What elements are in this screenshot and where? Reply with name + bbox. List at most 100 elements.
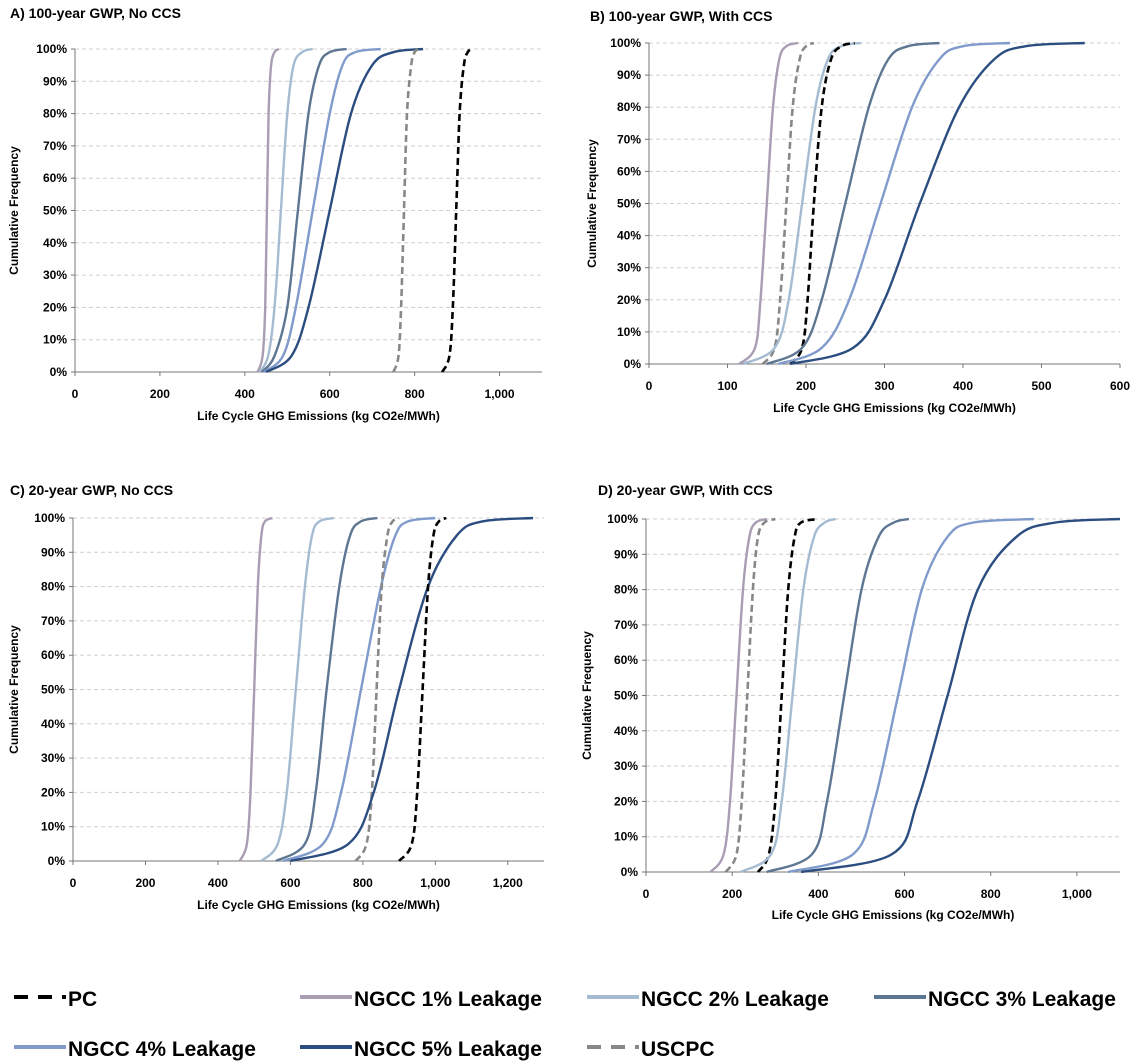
x-tick-label: 400 [235,387,255,401]
x-tick-label: 600 [280,876,300,890]
series-line-n3 [766,517,910,874]
series-line-us [392,47,420,373]
series-line-n4 [778,41,1011,366]
x-tick-label: 0 [70,876,77,890]
series-line-pc [441,47,473,373]
series-line-n1 [738,41,799,365]
y-tick-label: 50% [43,204,67,218]
y-tick-label: 60% [614,653,638,667]
chart-title: B) 100-year GWP, With CCS [590,8,772,24]
x-tick-label: 600 [320,387,340,401]
x-tick-label: 500 [1031,379,1051,393]
legend-label: USCPC [641,1038,715,1061]
y-tick-label: 100% [34,511,65,525]
x-tick-label: 0 [643,887,650,901]
x-tick-label: 200 [150,387,170,401]
y-tick-label: 80% [43,107,67,121]
series-line-pc [756,517,819,873]
series-line-n3 [766,41,940,366]
y-tick-label: 90% [614,547,638,561]
y-tick-label: 70% [41,614,65,628]
y-tick-label: 0% [621,865,639,879]
legend: PC NGCC 1% Leakage NGCC 2% Leakage NGCC 3% … [14,988,1116,1061]
chart-title: C) 20-year GWP, No CCS [10,482,173,498]
legend-item-pc: PC [14,988,97,1011]
series-line-n4 [282,516,436,863]
series-line-us [724,517,776,873]
y-axis-label: Cumulative Frequency [585,139,599,268]
y-tick-label: 10% [41,820,65,834]
y-tick-label: 20% [617,293,641,307]
y-tick-label: 90% [41,545,65,559]
x-tick-label: 400 [808,887,828,901]
legend-item-us: USCPC [587,1038,715,1061]
x-tick-label: 200 [722,887,742,901]
y-tick-label: 80% [617,100,641,114]
y-tick-label: 10% [614,830,638,844]
y-tick-label: 70% [617,132,641,146]
series-line-n3 [275,516,378,863]
series-line-n5 [790,41,1085,366]
y-tick-label: 40% [614,724,638,738]
y-tick-label: 50% [617,197,641,211]
x-tick-label: 800 [405,387,425,401]
y-tick-label: 50% [614,689,638,703]
y-tick-label: 30% [614,759,638,773]
legend-label: NGCC 3% Leakage [928,988,1116,1011]
y-tick-label: 20% [614,794,638,808]
y-tick-label: 0% [624,357,642,371]
y-tick-label: 0% [48,854,66,868]
series-line-n4 [787,517,1034,874]
y-tick-label: 40% [43,236,67,250]
series-line-n3 [260,47,347,373]
series-line-n1 [709,517,768,873]
y-axis-label: Cumulative Frequency [7,625,21,754]
legend-item-n4: NGCC 4% Leakage [14,1038,256,1061]
legend-item-n3: NGCC 3% Leakage [874,988,1116,1011]
legend-label: PC [68,988,97,1011]
series-line-n2 [740,517,836,874]
x-axis-label: Life Cycle GHG Emissions (kg CO2e/MWh) [772,908,1015,922]
y-tick-label: 30% [43,268,67,282]
y-tick-label: 80% [614,583,638,597]
y-tick-label: 90% [43,74,67,88]
legend-item-n1: NGCC 1% Leakage [300,988,542,1011]
y-axis-label: Cumulative Frequency [580,631,594,760]
y-tick-label: 50% [41,683,65,697]
x-tick-label: 1,000 [485,387,515,401]
series-line-us [761,41,815,365]
y-tick-label: 100% [36,42,67,56]
chart-title: A) 100-year GWP, No CCS [10,5,181,21]
series-line-n5 [265,47,424,374]
series-line-pc [789,41,855,365]
x-tick-label: 1,000 [1062,887,1092,901]
y-tick-label: 20% [41,785,65,799]
x-tick-label: 300 [874,379,894,393]
x-tick-label: 200 [796,379,816,393]
x-axis-label: Life Cycle GHG Emissions (kg CO2e/MWh) [197,898,440,912]
legend-label: NGCC 5% Leakage [354,1038,542,1061]
y-tick-label: 70% [614,618,638,632]
y-tick-label: 60% [41,648,65,662]
legend-item-n2: NGCC 2% Leakage [587,988,829,1011]
series-line-n1 [256,47,280,373]
x-tick-label: 200 [135,876,155,890]
x-tick-label: 1,000 [420,876,450,890]
chart-title: D) 20-year GWP, With CCS [598,482,773,498]
y-tick-label: 0% [50,365,68,379]
y-tick-label: 90% [617,68,641,82]
legend-label: NGCC 4% Leakage [68,1038,256,1061]
x-tick-label: 400 [208,876,228,890]
y-tick-label: 60% [617,164,641,178]
series-line-us [354,516,400,862]
x-tick-label: 100 [717,379,737,393]
y-tick-label: 100% [610,36,641,50]
x-axis-label: Life Cycle GHG Emissions (kg CO2e/MWh) [197,409,440,423]
y-tick-label: 30% [41,751,65,765]
legend-label: NGCC 2% Leakage [641,988,829,1011]
chart-panel-4: D) 20-year GWP, With CCS 0% 10% 20% 30% 40% 50… [580,482,1121,922]
y-tick-label: 60% [43,171,67,185]
y-tick-label: 40% [41,717,65,731]
y-tick-label: 40% [617,229,641,243]
